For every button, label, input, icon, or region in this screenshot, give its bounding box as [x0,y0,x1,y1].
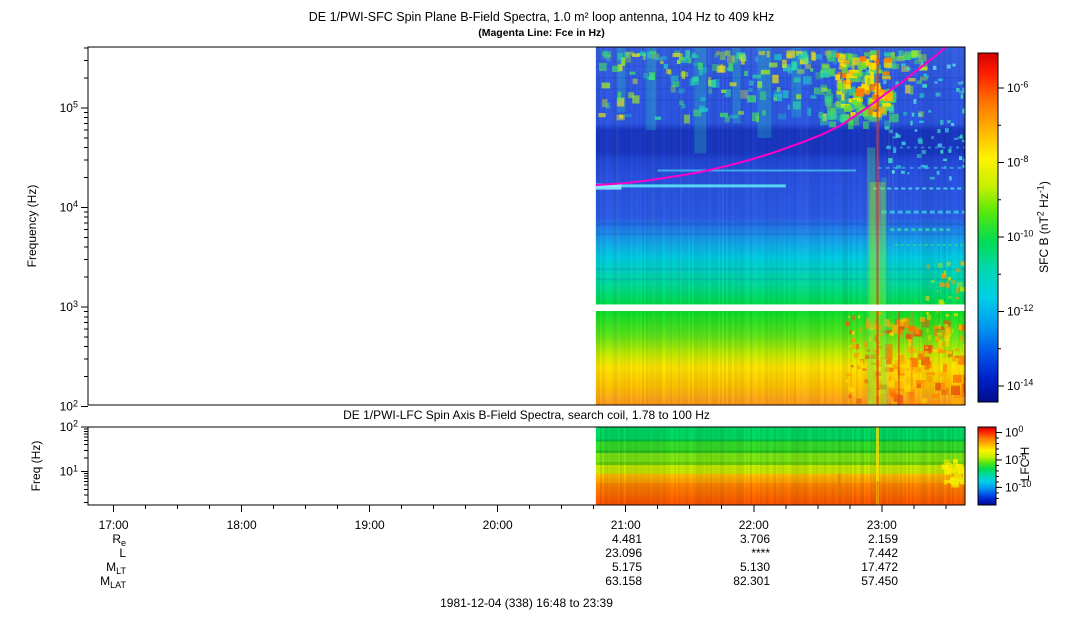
ephemeris-row-label: MLAT [100,574,126,590]
ephemeris-value: 63.158 [605,574,642,588]
figure-caption: 1981-12-04 (338) 16:48 to 23:39 [440,596,613,610]
lfc-frame [87,426,966,506]
sfc-ylabel: Frequency (Hz) [25,185,39,268]
time-tick-label: 23:00 [867,518,897,532]
lfc-panel [87,426,966,506]
lfc-freq-axis: 101 102 Freq (Hz) [29,419,88,504]
ephemeris-value: 17.472 [861,560,898,574]
lfc-cbar-tick-label: 100 [1005,424,1023,439]
sfc-cbar-tick-label: 10-14 [1007,378,1033,393]
sfc-cbar-tick-label: 10-8 [1007,154,1028,169]
lfc-cbar-label: LFC H [1018,447,1032,482]
ephemeris-value: 2.159 [868,532,898,546]
time-tick-label: 21:00 [611,518,641,532]
ephemeris-value: 3.706 [740,532,770,546]
ephemeris-value: 4.481 [612,532,642,546]
time-tick-label: 18:00 [227,518,257,532]
ephemeris-value: 5.130 [740,560,770,574]
ephemeris-row-label: Re [112,532,126,548]
fce-line [595,47,947,187]
ephemeris-row-label: MLT [106,560,126,576]
sfc-ytick-label: 102 [60,398,78,413]
sfc-ytick-label: 103 [60,299,78,314]
lfc-title: DE 1/PWI-LFC Spin Axis B-Field Spectra, … [343,408,710,422]
sfc-cbar-label: SFC B (nT2 Hz-1) [1036,181,1051,273]
sfc-title: DE 1/PWI-SFC Spin Plane B-Field Spectra,… [308,10,775,24]
time-tick-label: 22:00 [739,518,769,532]
sfc-ytick-label: 105 [60,100,78,115]
ephemeris-row-label: L [119,546,126,560]
lfc-ylabel: Freq (Hz) [29,441,43,492]
sfc-panel [87,46,966,406]
sfc-ytick-label: 104 [60,199,78,214]
time-tick-label: 20:00 [483,518,513,532]
sfc-cbar-tick-label: 10-12 [1007,303,1033,318]
time-axis: 17:00 18:00 19:00 20:00 21:00 22:00 23:00 [99,505,947,532]
ephemeris-table: Re 4.481 3.706 2.159 L 23.096 **** 7.442 MLT 5.17… [100,532,898,590]
ephemeris-value: 82.301 [733,574,770,588]
lfc-ytick-label: 102 [60,419,78,434]
sfc-frame [87,46,966,406]
lfc-cbar-tick-label: 10-10 [1005,479,1031,494]
lfc-spectrogram [595,427,965,505]
ephemeris-value: 23.096 [605,546,642,560]
sfc-freq-axis: 102 103 104 105 Frequency (Hz) [25,47,88,414]
sfc-cbar-tick-label: 10-10 [1007,229,1033,244]
sfc-colorbar: 10-6 10-8 10-10 10-12 10-14 SFC B (nT2 Hz-1) [977,52,1051,403]
ephemeris-value: 5.175 [612,560,642,574]
time-tick-label: 17:00 [99,518,129,532]
sfc-subtitle: (Magenta Line: Fce in Hz) [478,27,605,39]
lfc-ytick-label: 101 [60,463,78,478]
ephemeris-value: 57.450 [861,574,898,588]
ephemeris-value: 7.442 [868,546,898,560]
sfc-cbar-tick-label: 10-6 [1007,80,1028,95]
ephemeris-value: **** [751,546,770,560]
sfc-spectrogram [595,47,965,405]
lfc-cbar-tick-label: 10-5 [1005,452,1026,467]
time-tick-label: 19:00 [355,518,385,532]
